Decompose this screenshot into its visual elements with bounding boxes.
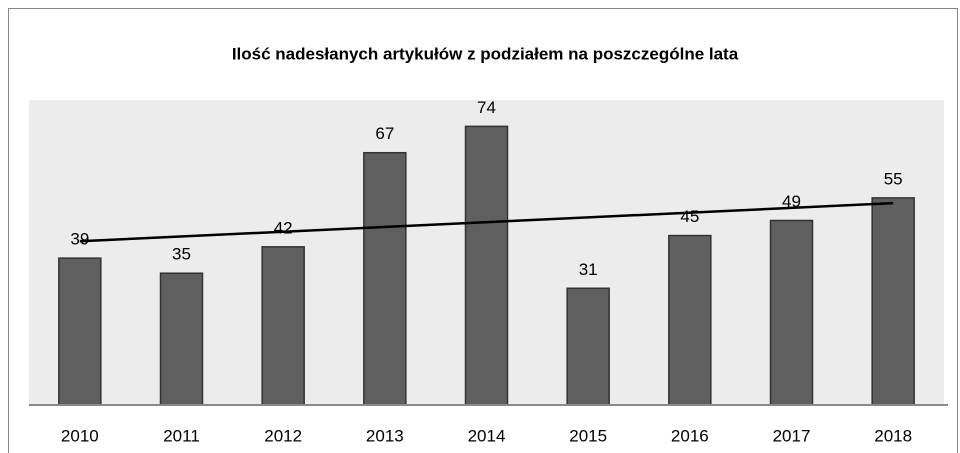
data-label: 35 (172, 245, 191, 264)
bar (871, 197, 915, 406)
bar (668, 234, 712, 406)
data-label: 74 (477, 98, 496, 117)
bar (769, 219, 814, 406)
x-tick-label: 2011 (163, 426, 200, 445)
x-tick-label: 2010 (61, 426, 99, 445)
bar (464, 125, 509, 406)
x-tick-label: 2016 (671, 426, 709, 445)
x-tick-label: 2017 (773, 426, 811, 445)
data-label: 45 (680, 207, 699, 226)
bar (159, 272, 204, 406)
data-label: 31 (579, 260, 598, 279)
chart-title: Ilość nadesłanych artykułów z podziałem … (232, 44, 739, 63)
data-label: 49 (782, 192, 801, 211)
bar (58, 257, 102, 406)
x-tick-label: 2012 (264, 426, 302, 445)
x-tick-label: 2018 (874, 426, 912, 445)
data-label: 39 (70, 230, 89, 249)
data-label: 55 (884, 169, 903, 188)
bar (363, 151, 407, 406)
data-label: 67 (375, 124, 394, 143)
bar (261, 246, 305, 406)
bar (566, 287, 610, 406)
x-tick-label: 2013 (366, 426, 404, 445)
x-tick-label: 2015 (569, 426, 607, 445)
data-label: 42 (274, 218, 293, 237)
trend-line (79, 201, 894, 243)
x-tick-label: 2014 (468, 426, 506, 445)
